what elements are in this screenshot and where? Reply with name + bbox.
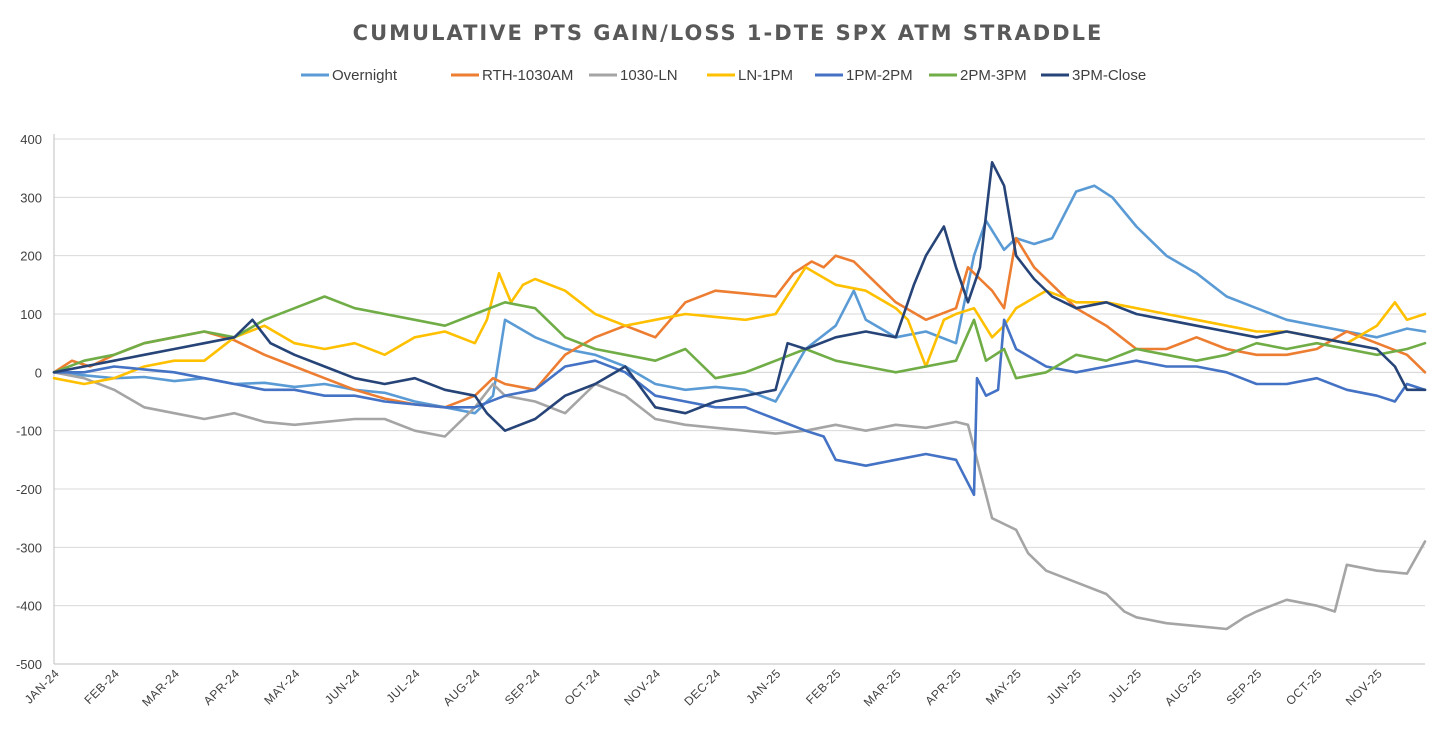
legend-label: LN-1PM <box>738 67 793 84</box>
y-tick-label: 200 <box>20 249 42 264</box>
y-tick-label: -400 <box>16 599 42 614</box>
y-tick-label: -500 <box>16 657 42 672</box>
legend-label: 3PM-Close <box>1072 67 1146 84</box>
legend-label: 1PM-2PM <box>846 67 913 84</box>
legend-label: RTH-1030AM <box>482 67 573 84</box>
legend-label: 2PM-3PM <box>960 67 1027 84</box>
legend: Overnight RTH-1030AM 1030-LN LN-1PM 1PM-2PM 2… <box>301 67 1146 84</box>
series-line-2pm-3pm <box>52 295 1427 380</box>
y-tick-label: -100 <box>16 424 42 439</box>
chart-title: CUMULATIVE PTS GAIN/LOSS 1-DTE SPX ATM S… <box>353 21 1104 45</box>
legend-label: Overnight <box>332 67 398 84</box>
legend-label: 1030-LN <box>620 67 678 84</box>
y-tick-labels: 400 300 200 100 0 -100 -200 -300 -400 -500 <box>16 132 42 672</box>
y-tick-label: 0 <box>35 365 42 380</box>
y-tick-label: 100 <box>20 307 42 322</box>
series-line-3pm-close <box>52 161 1427 432</box>
y-tick-label: -300 <box>16 540 42 555</box>
series-line-rth-1030am <box>52 236 1427 409</box>
series-line-ln-1pm <box>52 266 1427 386</box>
y-tick-label: -200 <box>16 482 42 497</box>
y-tick-label: 400 <box>20 132 42 147</box>
series-line-1030-ln <box>52 371 1427 631</box>
series-line-1pm-2pm <box>52 318 1427 497</box>
y-tick-label: 300 <box>20 190 42 205</box>
series-layer <box>52 161 1427 631</box>
